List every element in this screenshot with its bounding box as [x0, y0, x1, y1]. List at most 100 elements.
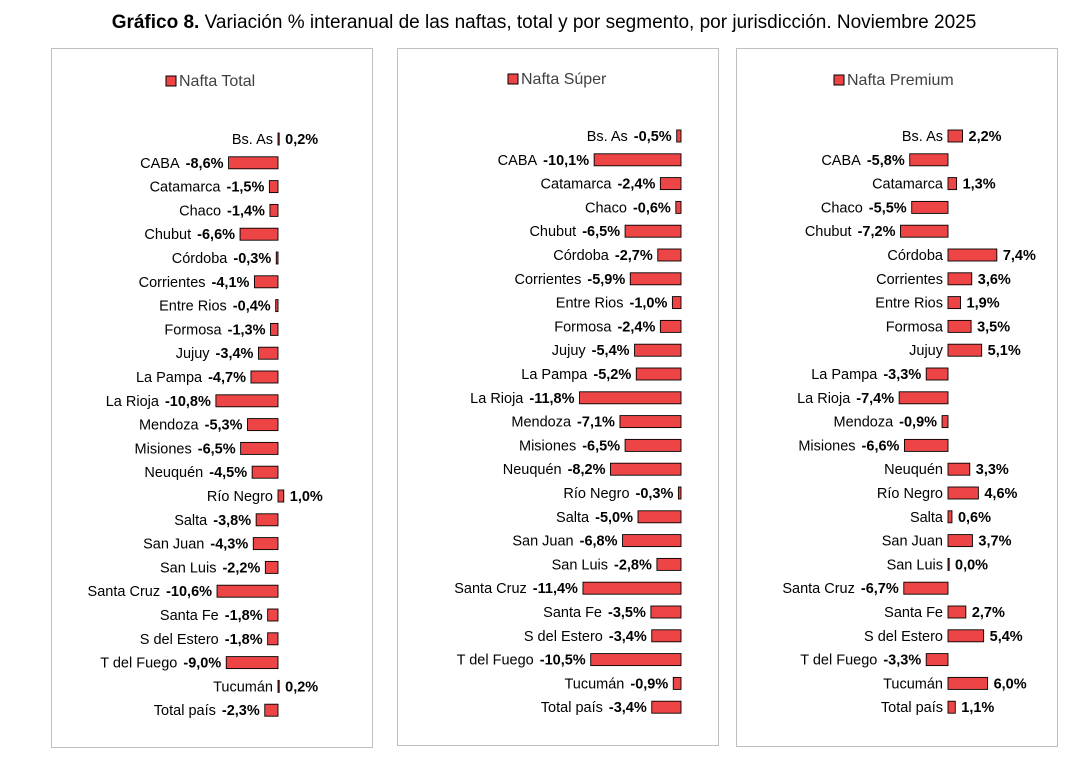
category-label-total-row-8: Formosa — [164, 322, 222, 338]
chart-nafta-premium: Nafta Premium Bs. As 2,2% CABA -5,8% Catamarc… — [782, 72, 1036, 716]
bar-total-row-12 — [247, 418, 279, 432]
category-label-premium-row-8: Formosa — [886, 319, 944, 335]
category-label-super-row-11: La Rioja — [470, 391, 524, 407]
bar-premium-row-0 — [947, 129, 963, 143]
bar-total-row-14 — [251, 465, 279, 479]
category-label-total-row-9: Jujuy — [176, 346, 211, 362]
legend-label-super: Nafta Súper — [521, 71, 607, 88]
category-label-total-row-22: T del Fuego — [100, 656, 177, 672]
value-label-super-row-4: -6,5% — [582, 224, 620, 240]
bar-total-row-0 — [277, 132, 280, 146]
bar-super-row-11 — [579, 391, 682, 405]
bar-premium-row-6 — [947, 272, 973, 286]
value-label-super-row-13: -6,5% — [582, 438, 620, 454]
bar-premium-row-21 — [947, 629, 985, 643]
category-label-total-row-11: La Rioja — [106, 394, 160, 410]
value-label-premium-row-3: -5,5% — [869, 200, 907, 216]
category-label-premium-row-3: Chaco — [821, 200, 863, 216]
value-label-premium-row-16: 0,6% — [958, 510, 991, 526]
value-label-premium-row-19: -6,7% — [861, 581, 899, 597]
category-label-super-row-16: Salta — [556, 510, 590, 526]
category-label-premium-row-19: Santa Cruz — [782, 581, 855, 597]
bar-super-row-19 — [582, 581, 682, 595]
value-label-total-row-5: -0,3% — [233, 251, 271, 267]
category-label-premium-row-2: Catamarca — [872, 177, 944, 193]
value-label-premium-row-5: 7,4% — [1003, 248, 1036, 264]
category-label-premium-row-13: Misiones — [798, 438, 855, 454]
panel-nafta-super: Nafta Súper Bs. As -0,5% CABA -10,1% Catamarc… — [397, 48, 719, 746]
bar-premium-row-12 — [941, 415, 949, 429]
bar-super-row-15 — [677, 486, 682, 500]
category-label-premium-row-14: Neuquén — [884, 462, 943, 478]
bar-total-row-5 — [275, 251, 279, 265]
value-label-premium-row-8: 3,5% — [977, 319, 1010, 335]
value-label-premium-row-0: 2,2% — [969, 129, 1002, 145]
bar-super-row-14 — [610, 462, 682, 476]
value-label-total-row-17: -4,3% — [210, 537, 248, 553]
bar-total-row-11 — [215, 394, 279, 408]
bar-total-row-8 — [270, 322, 279, 336]
value-label-premium-row-12: -0,9% — [899, 415, 937, 431]
category-label-premium-row-0: Bs. As — [902, 129, 943, 145]
category-label-premium-row-17: San Juan — [882, 534, 943, 550]
legend-label-total: Nafta Total — [179, 73, 255, 90]
value-label-super-row-2: -2,4% — [617, 177, 655, 193]
category-label-super-row-15: Río Negro — [563, 486, 629, 502]
category-label-total-row-10: La Pampa — [136, 370, 203, 386]
value-label-total-row-1: -8,6% — [186, 156, 224, 172]
chart-title-lead: Gráfico 8. — [111, 12, 200, 33]
category-label-total-row-16: Salta — [174, 513, 208, 529]
value-label-premium-row-11: -7,4% — [856, 391, 894, 407]
category-label-total-row-12: Mendoza — [139, 418, 200, 434]
category-label-premium-row-5: Córdoba — [887, 248, 944, 264]
value-label-total-row-15: 1,0% — [290, 489, 323, 505]
category-label-premium-row-20: Santa Fe — [884, 605, 943, 621]
bar-total-row-4 — [239, 227, 279, 241]
value-label-premium-row-17: 3,7% — [978, 534, 1011, 550]
value-label-total-row-23: 0,2% — [285, 679, 318, 695]
value-label-super-row-15: -0,3% — [636, 486, 674, 502]
category-label-super-row-12: Mendoza — [511, 415, 572, 431]
bar-super-row-4 — [624, 224, 682, 238]
value-label-super-row-18: -2,8% — [614, 557, 652, 573]
bar-premium-row-19 — [903, 581, 949, 595]
bar-super-row-20 — [650, 605, 682, 619]
bar-total-row-19 — [216, 584, 279, 598]
value-label-total-row-7: -0,4% — [233, 299, 271, 315]
category-label-total-row-1: CABA — [140, 156, 180, 172]
value-label-total-row-16: -3,8% — [213, 513, 251, 529]
legend-swatch-premium — [833, 74, 845, 86]
value-label-super-row-21: -3,4% — [609, 629, 647, 645]
category-label-premium-row-23: Tucumán — [883, 676, 943, 692]
value-label-premium-row-14: 3,3% — [976, 462, 1009, 478]
category-label-super-row-1: CABA — [498, 153, 538, 169]
bar-total-row-1 — [228, 156, 279, 170]
bar-super-row-16 — [637, 510, 682, 524]
bar-total-row-6 — [253, 275, 279, 289]
bar-super-row-17 — [622, 534, 682, 548]
value-label-super-row-20: -3,5% — [608, 605, 646, 621]
bar-total-row-23 — [277, 679, 280, 693]
value-label-premium-row-9: 5,1% — [988, 343, 1021, 359]
chart-title: Gráfico 8. Variación % interanual de las… — [0, 12, 1088, 34]
value-label-premium-row-21: 5,4% — [990, 629, 1023, 645]
category-label-total-row-23: Tucumán — [213, 679, 273, 695]
category-label-total-row-18: San Luis — [160, 560, 216, 576]
category-label-super-row-6: Corrientes — [514, 272, 581, 288]
category-label-premium-row-12: Mendoza — [834, 415, 895, 431]
value-label-premium-row-18: 0,0% — [955, 557, 988, 573]
category-label-total-row-20: Santa Fe — [160, 608, 219, 624]
bar-super-row-10 — [635, 367, 682, 381]
bar-premium-row-7 — [947, 296, 961, 310]
bar-premium-row-2 — [947, 177, 958, 191]
value-label-super-row-3: -0,6% — [633, 200, 671, 216]
bar-total-row-22 — [225, 656, 279, 670]
bar-premium-row-16 — [947, 510, 953, 524]
category-label-premium-row-24: Total país — [881, 700, 943, 716]
category-label-super-row-0: Bs. As — [587, 129, 628, 145]
category-label-super-row-17: San Juan — [512, 534, 573, 550]
bar-total-row-20 — [267, 608, 279, 622]
category-label-total-row-19: Santa Cruz — [88, 584, 161, 600]
value-label-total-row-10: -4,7% — [208, 370, 246, 386]
value-label-total-row-18: -2,2% — [222, 560, 260, 576]
